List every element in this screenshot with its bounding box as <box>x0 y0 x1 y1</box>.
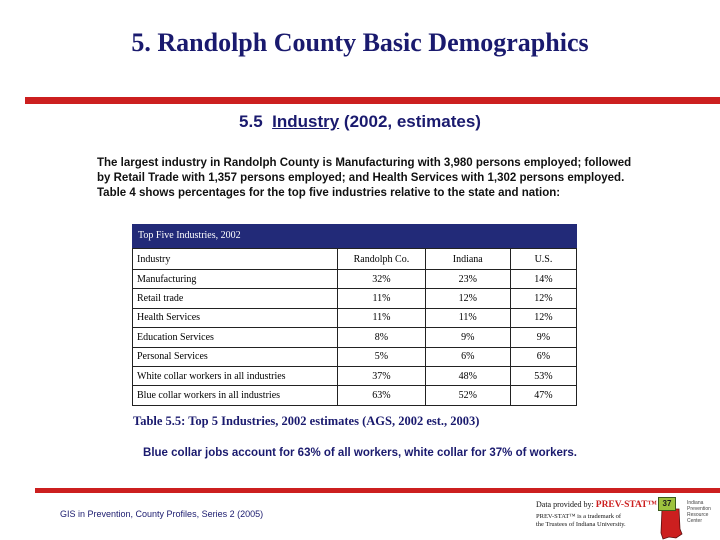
table-cell: 12% <box>510 308 576 327</box>
table-cell: 12% <box>425 289 510 308</box>
column-header: Indiana <box>425 249 510 270</box>
bottom-divider <box>35 488 720 493</box>
table-cell: 23% <box>425 270 510 289</box>
table-cell: 9% <box>510 328 576 347</box>
table-cell: 32% <box>338 270 425 289</box>
table-row: Blue collar workers in all industries 63… <box>133 386 577 405</box>
table-cell: Manufacturing <box>133 270 338 289</box>
indiana-map-icon <box>659 507 685 540</box>
table-cell: 9% <box>425 328 510 347</box>
section-topic: Industry <box>272 112 339 131</box>
table-cell: 8% <box>338 328 425 347</box>
table-cell: 11% <box>338 289 425 308</box>
table-cell: 6% <box>425 347 510 366</box>
table-row: White collar workers in all industries 3… <box>133 366 577 385</box>
table-cell: 11% <box>338 308 425 327</box>
intro-paragraph: The largest industry in Randolph County … <box>97 156 642 201</box>
table-cell: White collar workers in all industries <box>133 366 338 385</box>
table-row: Education Services 8% 9% 9% <box>133 328 577 347</box>
table-row: Personal Services 5% 6% 6% <box>133 347 577 366</box>
trademark-line: the Trustees of Indiana University. <box>536 521 626 529</box>
column-header: Randolph Co. <box>338 249 425 270</box>
table-cell: Blue collar workers in all industries <box>133 386 338 405</box>
table-cell: 63% <box>338 386 425 405</box>
summary-note: Blue collar jobs account for 63% of all … <box>0 447 720 459</box>
table-cell: 52% <box>425 386 510 405</box>
provider-prefix: Data provided by: <box>536 500 594 509</box>
data-provider: Data provided by: PREV-STAT™ <box>536 500 657 510</box>
footer-series: GIS in Prevention, County Profiles, Seri… <box>60 509 263 519</box>
provider-name: PREV-STAT™ <box>596 500 657 510</box>
industries-table: Industry Randolph Co. Indiana U.S. Manuf… <box>132 248 577 406</box>
table-cell: Personal Services <box>133 347 338 366</box>
table-cell: 6% <box>510 347 576 366</box>
table-cell: 47% <box>510 386 576 405</box>
table-cell: Retail trade <box>133 289 338 308</box>
table-cell: 48% <box>425 366 510 385</box>
section-qualifier: (2002, estimates) <box>344 112 481 131</box>
table-cell: 12% <box>510 289 576 308</box>
table-cell: 11% <box>425 308 510 327</box>
table-header-row: Industry Randolph Co. Indiana U.S. <box>133 249 577 270</box>
top-divider <box>25 97 720 104</box>
section-number: 5.5 <box>239 112 263 131</box>
table-row: Health Services 11% 11% 12% <box>133 308 577 327</box>
column-header: Industry <box>133 249 338 270</box>
trademark-line: PREV-STAT™ is a trademark of <box>536 513 626 521</box>
table-cell: Health Services <box>133 308 338 327</box>
table-title: Top Five Industries, 2002 <box>132 224 577 248</box>
table-row: Retail trade 11% 12% 12% <box>133 289 577 308</box>
page-title: 5. Randolph County Basic Demographics <box>0 28 720 58</box>
table-cell: 53% <box>510 366 576 385</box>
table-cell: 5% <box>338 347 425 366</box>
table-cell: Education Services <box>133 328 338 347</box>
column-header: U.S. <box>510 249 576 270</box>
page-number: 37 <box>658 497 676 511</box>
organization-logo-text: Indiana Prevention Resource Center <box>687 500 717 524</box>
table-cell: 37% <box>338 366 425 385</box>
table-cell: 14% <box>510 270 576 289</box>
table-row: Manufacturing 32% 23% 14% <box>133 270 577 289</box>
table-caption: Table 5.5: Top 5 Industries, 2002 estima… <box>133 414 479 429</box>
trademark-note: PREV-STAT™ is a trademark of the Trustee… <box>536 513 626 529</box>
section-title: 5.5 Industry (2002, estimates) <box>0 112 720 132</box>
